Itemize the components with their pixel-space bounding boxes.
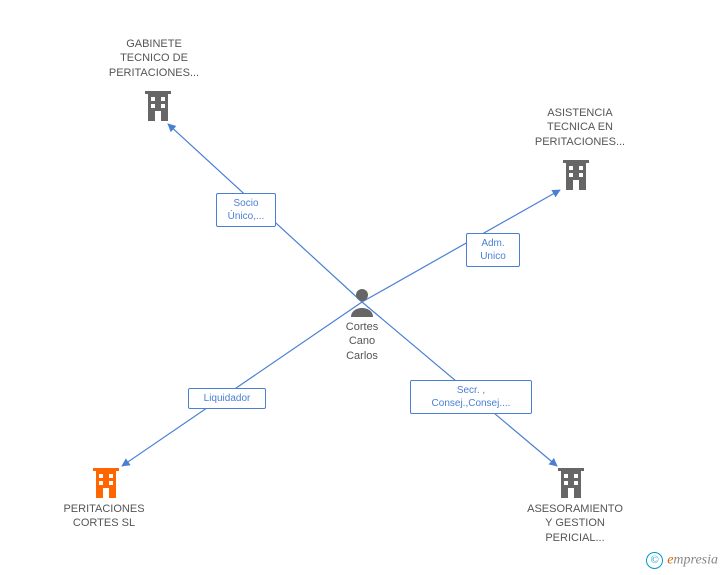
watermark: ©empresia	[646, 552, 718, 569]
node-label-gabinete: GABINETE TECNICO DE PERITACIONES...	[99, 37, 209, 80]
building-icon	[556, 466, 586, 503]
edge-label-peritaciones: Liquidador	[188, 388, 266, 409]
edge-to-asistencia	[362, 190, 560, 302]
node-label-asesoramiento: ASESORAMIENTO Y GESTION PERICIAL...	[520, 502, 630, 545]
network-diagram: Cortes Cano Carlos GABINETE TECNICO DE P…	[0, 0, 728, 575]
edge-label-gabinete: Socio Único,...	[216, 193, 276, 227]
building-icon	[91, 466, 121, 503]
edge-label-asesoramiento: Secr. , Consej.,Consej....	[410, 380, 532, 414]
edge-to-peritaciones	[122, 302, 362, 466]
center-node-label: Cortes Cano Carlos	[332, 320, 392, 363]
building-icon	[143, 89, 173, 126]
person-icon	[349, 287, 375, 322]
edge-label-asistencia: Adm. Unico	[466, 233, 520, 267]
node-label-asistencia: ASISTENCIA TECNICA EN PERITACIONES...	[525, 106, 635, 149]
building-icon	[561, 158, 591, 195]
copyright-icon: ©	[646, 552, 663, 569]
node-label-peritaciones: PERITACIONES CORTES SL	[49, 502, 159, 531]
